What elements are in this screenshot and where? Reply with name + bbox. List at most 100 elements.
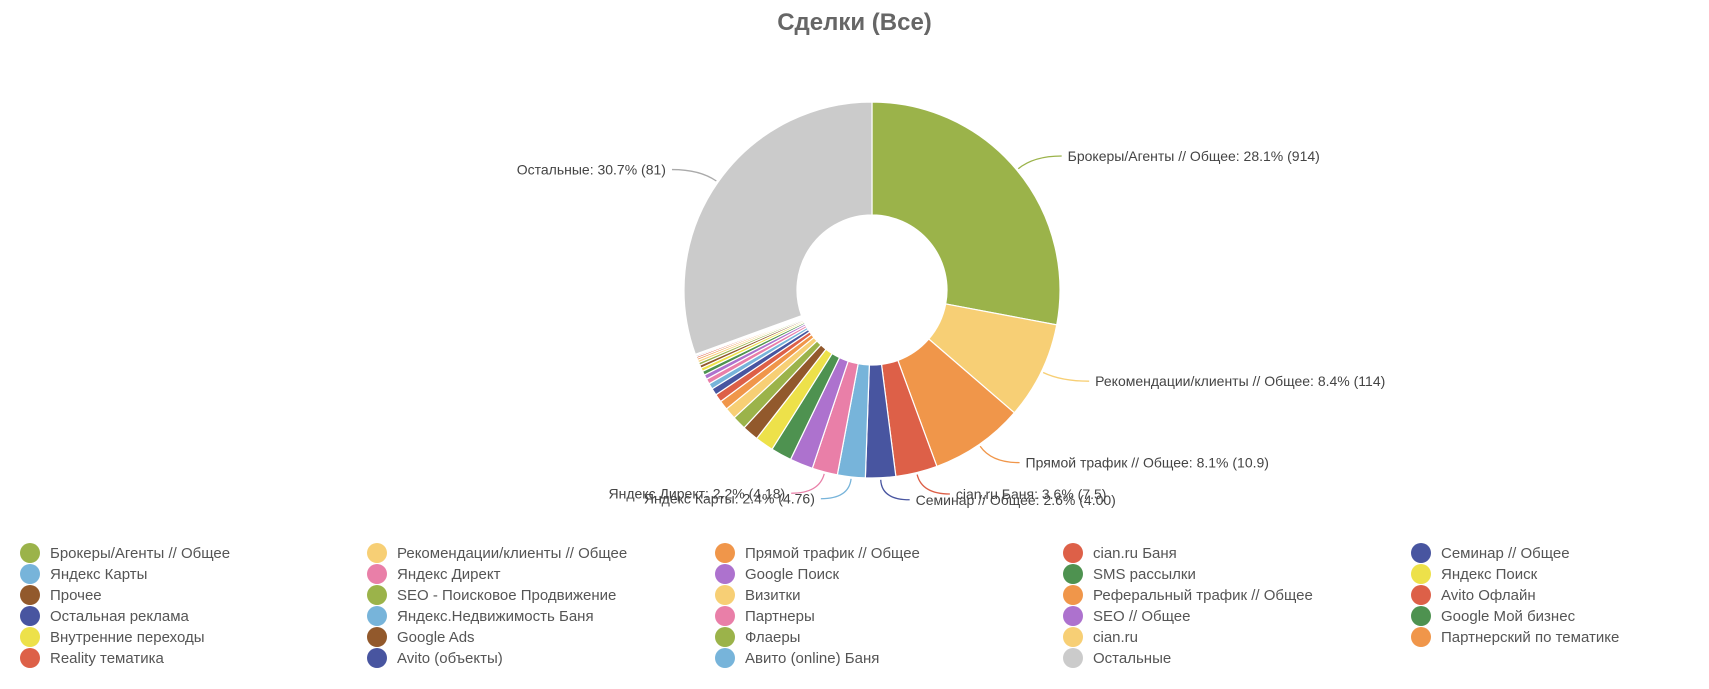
legend-swatch: [715, 648, 735, 668]
legend-item[interactable]: Остальные: [1063, 648, 1171, 668]
legend-swatch: [20, 606, 40, 626]
legend-label: Прочее: [50, 586, 102, 604]
connector-7: [791, 473, 825, 494]
data-label-3: Прямой трафик // Общее: 8.1% (10.9): [1026, 455, 1269, 471]
legend-swatch: [20, 585, 40, 605]
legend-label: Яндекс Карты: [50, 565, 148, 583]
legend-label: Реферальный трафик // Общее: [1093, 586, 1313, 604]
legend-item[interactable]: Остальная реклама: [20, 606, 189, 626]
legend-swatch: [1063, 606, 1083, 626]
chart-title: Сделки (Все): [777, 9, 932, 36]
legend-swatch: [1063, 564, 1083, 584]
legend-label: Google Поиск: [745, 565, 840, 583]
legend-swatch: [20, 627, 40, 647]
data-label-5: Семинар // Общее: 2.6% (4.00): [916, 492, 1116, 508]
legend-item[interactable]: Google Поиск: [715, 564, 839, 584]
legend-label: Флаеры: [745, 628, 801, 646]
slices-layer: [683, 101, 1061, 479]
legend-label: Партнерский по тематике: [1441, 628, 1620, 646]
legend-item[interactable]: Яндекс Поиск: [1411, 564, 1537, 584]
legend-swatch: [367, 627, 387, 647]
legend-label: SMS рассылки: [1093, 565, 1196, 583]
legend-item[interactable]: Прочее: [20, 585, 102, 605]
slice-1[interactable]: [871, 101, 1061, 326]
legend-swatch: [20, 543, 40, 563]
legend-swatch: [1063, 585, 1083, 605]
legend-item[interactable]: Брокеры/Агенты // Общее: [20, 543, 230, 563]
legend-swatch: [367, 564, 387, 584]
legend-item[interactable]: Партнерский по тематике: [1411, 627, 1619, 647]
legend-label: Google Ads: [397, 628, 475, 646]
legend-item[interactable]: Реферальный трафик // Общее: [1063, 585, 1313, 605]
data-label-29: Остальные: 30.7% (81): [517, 162, 666, 178]
connectors-layer: [671, 155, 1090, 501]
labels-layer: Брокеры/Агенты // Общее: 28.1% (914) Реко…: [517, 148, 1386, 508]
legend-label: Рекомендации/клиенты // Общее: [397, 544, 628, 562]
legend-swatch: [715, 564, 735, 584]
legend-item[interactable]: Визитки: [715, 585, 800, 605]
legend-swatch: [1063, 627, 1083, 647]
legend-swatch: [20, 564, 40, 584]
legend-label: Авито (online) Баня: [745, 649, 880, 667]
legend-item[interactable]: Флаеры: [715, 627, 800, 647]
legend-label: Яндекс Директ: [397, 565, 501, 583]
legend: Брокеры/Агенты // Общее Рекомендации/клие…: [0, 543, 1709, 683]
connector-5: [880, 479, 910, 501]
legend-swatch: [367, 585, 387, 605]
legend-label: SEO - Поисковое Продвижение: [397, 586, 617, 604]
legend-item[interactable]: Внутренние переходы: [20, 627, 205, 647]
legend-item[interactable]: Google Мой бизнес: [1411, 606, 1575, 626]
legend-item[interactable]: Яндекс.Недвижимость Баня: [367, 606, 594, 626]
legend-label: cian.ru Баня: [1093, 544, 1177, 562]
legend-item[interactable]: cian.ru Баня: [1063, 543, 1177, 563]
legend-item[interactable]: SMS рассылки: [1063, 564, 1196, 584]
legend-item[interactable]: cian.ru: [1063, 627, 1138, 647]
slice-29[interactable]: [683, 101, 873, 356]
legend-swatch: [715, 606, 735, 626]
legend-item[interactable]: Партнеры: [715, 606, 815, 626]
legend-label: Остальные: [1093, 649, 1172, 667]
legend-item[interactable]: Яндекс Карты: [20, 564, 147, 584]
legend-item[interactable]: Google Ads: [367, 627, 475, 647]
legend-item[interactable]: Рекомендации/клиенты // Общее: [367, 543, 627, 563]
legend-label: Семинар // Общее: [1441, 544, 1570, 562]
connector-2: [1042, 371, 1090, 382]
legend-label: Avito Офлайн: [1441, 586, 1536, 604]
legend-label: Reality тематика: [50, 649, 164, 667]
connector-3: [979, 445, 1020, 464]
legend-swatch: [367, 648, 387, 668]
data-label-7: Яндекс Директ: 2.2% (4.18): [608, 485, 785, 501]
legend-label: Внутренние переходы: [50, 628, 205, 646]
legend-label: Яндекс Поиск: [1441, 565, 1538, 583]
data-label-6: Яндекс Карты: 2.4% (4.76): [644, 491, 815, 507]
data-label-1: Брокеры/Агенты // Общее: 28.1% (914): [1068, 148, 1320, 164]
legend-label: Яндекс.Недвижимость Баня: [397, 607, 594, 625]
legend-label: Остальная реклама: [50, 607, 189, 625]
legend-label: Прямой трафик // Общее: [745, 544, 920, 562]
legend-swatch: [1063, 543, 1083, 563]
legend-swatch: [1411, 585, 1431, 605]
legend-item[interactable]: Семинар // Общее: [1411, 543, 1570, 563]
legend-swatch: [715, 627, 735, 647]
legend-item[interactable]: Reality тематика: [20, 648, 164, 668]
legend-label: Партнеры: [745, 607, 815, 625]
legend-item[interactable]: Avito Офлайн: [1411, 585, 1536, 605]
legend-item[interactable]: Авито (online) Баня: [715, 648, 879, 668]
legend-swatch: [367, 606, 387, 626]
legend-swatch: [1411, 564, 1431, 584]
legend-label: cian.ru: [1093, 628, 1139, 646]
legend-swatch: [1411, 606, 1431, 626]
legend-item[interactable]: Яндекс Директ: [367, 564, 500, 584]
connector-29: [671, 168, 717, 182]
legend-item[interactable]: Avito (объекты): [367, 648, 503, 668]
legend-swatch: [1063, 648, 1083, 668]
legend-swatch: [715, 585, 735, 605]
legend-label: Google Мой бизнес: [1441, 607, 1576, 625]
legend-label: Avito (объекты): [397, 649, 503, 667]
legend-swatch: [367, 543, 387, 563]
legend-item[interactable]: SEO - Поисковое Продвижение: [367, 585, 616, 605]
legend-item[interactable]: SEO // Общее: [1063, 606, 1190, 626]
donut-chart: Брокеры/Агенты // Общее: 28.1% (914) Реко…: [517, 101, 1386, 508]
legend-item[interactable]: Прямой трафик // Общее: [715, 543, 920, 563]
legend-label: Визитки: [745, 586, 801, 604]
